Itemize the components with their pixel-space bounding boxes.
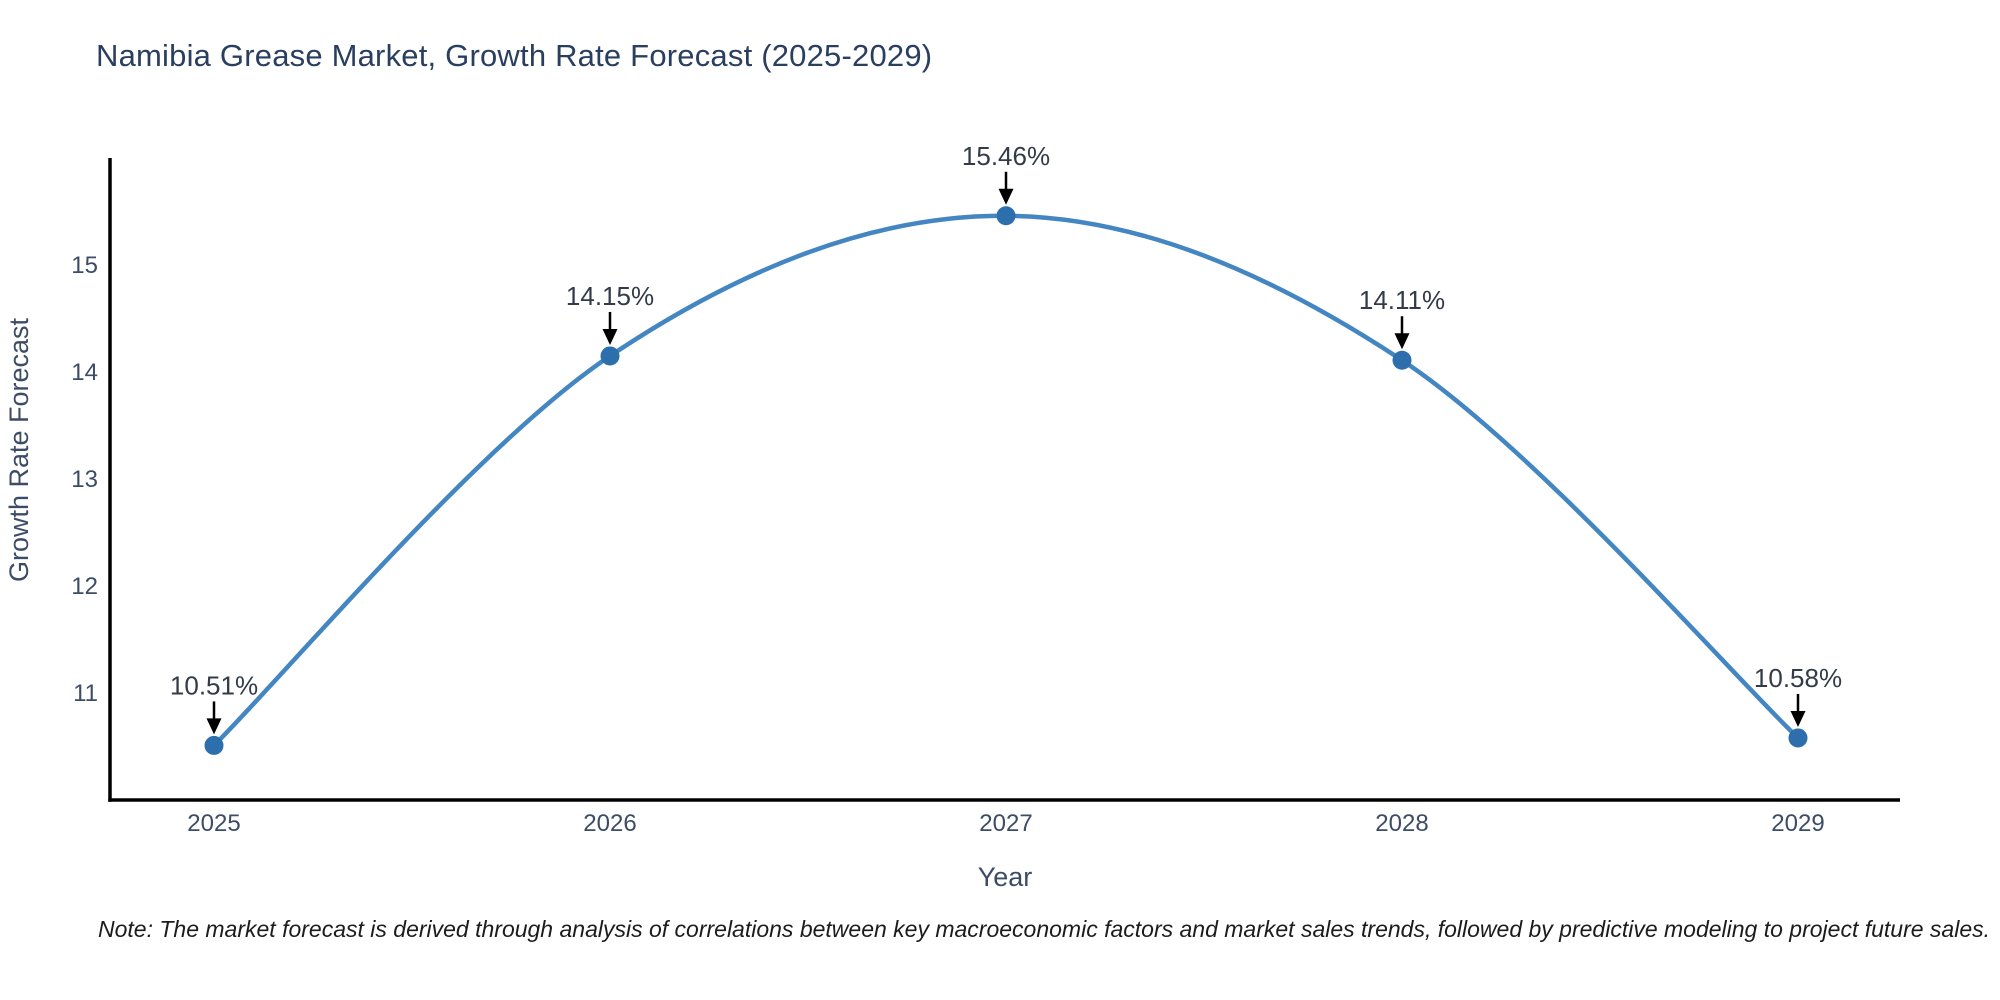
x-tick-label: 2025 <box>187 810 240 837</box>
annotation-label: 14.11% <box>1359 285 1445 315</box>
annotation-label: 10.58% <box>1754 663 1842 693</box>
x-tick-label: 2026 <box>583 810 636 837</box>
annotation-arrow-head <box>602 328 618 345</box>
data-point-marker <box>1392 350 1412 370</box>
annotation-arrow-head <box>998 188 1014 205</box>
annotation-arrow-head <box>1790 710 1806 727</box>
trend-line <box>211 213 1801 748</box>
annotation-label: 15.46% <box>962 141 1050 171</box>
annotation-arrow-head <box>206 718 222 735</box>
y-tick-label: 12 <box>71 573 98 600</box>
data-point-marker <box>1788 728 1808 748</box>
y-tick-label: 15 <box>71 252 98 279</box>
y-tick-label: 11 <box>73 680 98 707</box>
y-axis-title: Growth Rate Forecast <box>4 317 34 582</box>
y-tick-label: 13 <box>71 466 98 493</box>
y-tick-label: 14 <box>71 359 98 386</box>
x-tick-label: 2028 <box>1375 810 1428 837</box>
data-point-marker <box>600 346 620 366</box>
annotation-label: 14.15% <box>566 281 654 311</box>
x-tick-label: 2027 <box>979 810 1032 837</box>
annotation-label: 10.51% <box>170 670 258 700</box>
data-point-marker <box>204 735 224 755</box>
x-tick-label: 2029 <box>1771 810 1824 837</box>
x-axis-title: Year <box>978 862 1033 892</box>
data-point-marker <box>996 206 1016 226</box>
chart-title: Namibia Grease Market, Growth Rate Forec… <box>96 38 933 73</box>
footnote: Note: The market forecast is derived thr… <box>98 916 1991 942</box>
annotation-arrow-head <box>1394 333 1410 350</box>
